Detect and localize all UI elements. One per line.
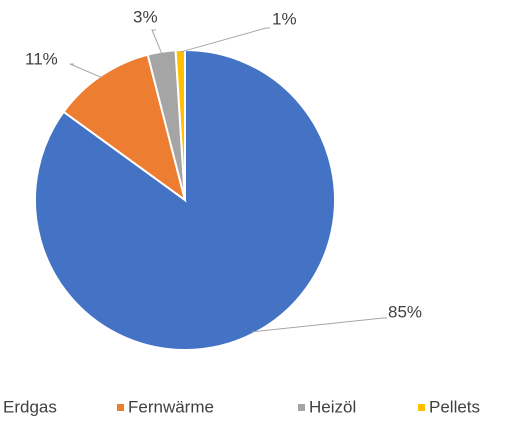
legend-marker <box>117 404 124 411</box>
pie-slice <box>62 53 187 203</box>
data-label: 3% <box>133 7 158 26</box>
legend-marker <box>418 404 425 411</box>
legend-label: Erdgas <box>3 397 57 416</box>
data-label: 11% <box>25 49 58 68</box>
legend-marker <box>298 404 305 411</box>
leader-line <box>69 63 103 79</box>
leader-line <box>151 29 163 55</box>
legend-label: Pellets <box>429 397 480 416</box>
leader-line <box>180 27 270 53</box>
data-label: 85% <box>388 302 422 321</box>
leader-line <box>252 317 387 333</box>
legend-label: Heizöl <box>309 397 356 416</box>
pie-slice <box>174 48 186 201</box>
legend-label: Fernwärme <box>128 397 214 416</box>
data-label: 1% <box>272 9 297 28</box>
